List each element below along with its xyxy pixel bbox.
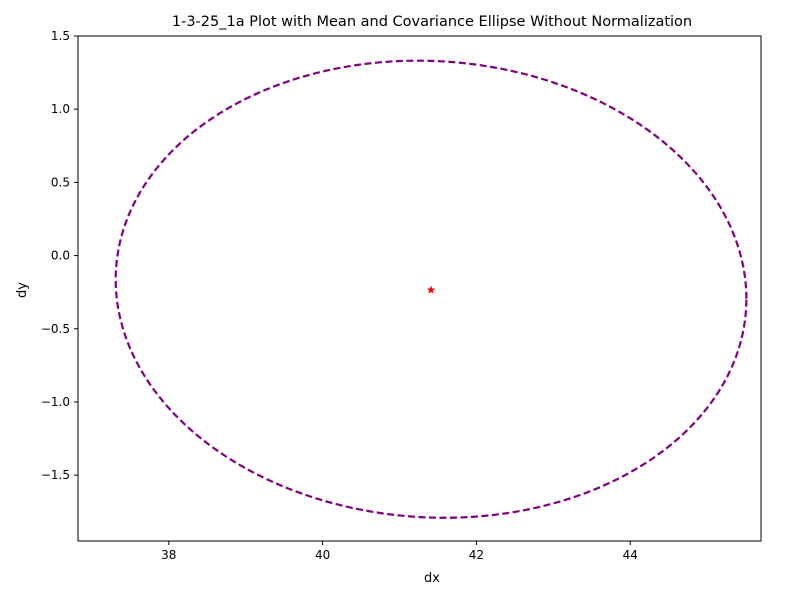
plot-area: 38 40 42 44 −1.5 −1.0 −0.5 0.0 0.5 1.0 1.5	[41, 29, 762, 562]
x-tick-label: 42	[469, 548, 484, 562]
x-axis-label: dx	[424, 571, 440, 586]
y-tick-label: 1.0	[51, 102, 70, 116]
y-axis-ticks: −1.5 −1.0 −0.5 0.0 0.5 1.0 1.5	[41, 29, 78, 482]
y-tick-label: −0.5	[41, 322, 70, 336]
x-axis-ticks: 38 40 42 44	[161, 541, 638, 562]
x-tick-label: 44	[623, 548, 638, 562]
x-tick-label: 38	[161, 548, 176, 562]
y-tick-label: −1.0	[41, 395, 70, 409]
covariance-ellipse	[114, 59, 748, 519]
axes-frame	[77, 35, 762, 542]
y-tick-label: 1.5	[51, 29, 70, 43]
y-tick-label: 0.0	[51, 249, 70, 263]
y-axis-label: dy	[15, 282, 30, 298]
mean-marker-group	[426, 285, 436, 294]
mean-star-marker	[426, 285, 436, 294]
chart-title: 1-3-25_1a Plot with Mean and Covariance …	[172, 14, 692, 30]
y-tick-label: 0.5	[51, 175, 70, 189]
x-tick-label: 40	[315, 548, 330, 562]
y-tick-label: −1.5	[41, 468, 70, 482]
